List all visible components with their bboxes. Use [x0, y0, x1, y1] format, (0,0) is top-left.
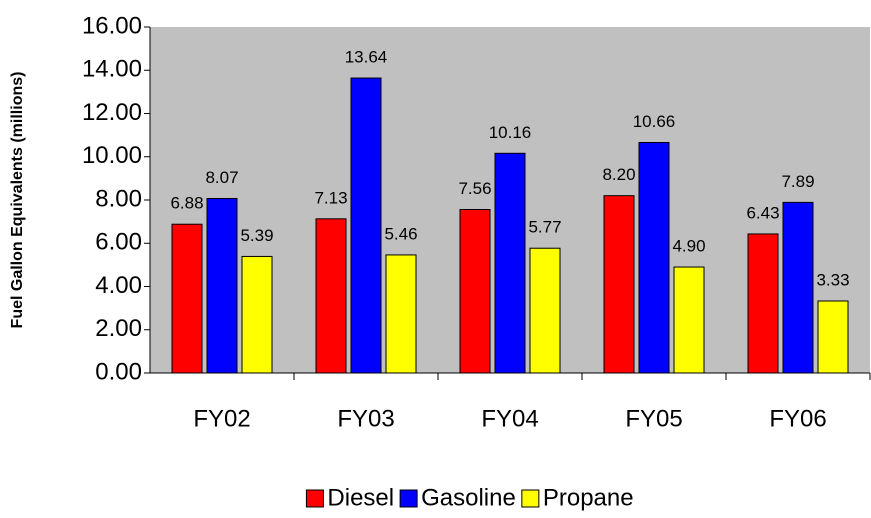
- bar: [673, 266, 705, 374]
- y-tick-label: 8.00: [95, 185, 142, 212]
- value-label: 10.66: [633, 112, 676, 131]
- y-tick-label: 0.00: [95, 358, 142, 385]
- bar: [350, 77, 382, 374]
- y-tick-label: 12.00: [82, 99, 142, 126]
- bar: [171, 223, 203, 374]
- value-label: 10.16: [489, 123, 532, 142]
- bar: [385, 254, 417, 374]
- value-label: 7.89: [781, 172, 814, 191]
- legend-swatch: [305, 489, 324, 508]
- legend-swatch: [521, 489, 540, 508]
- value-label: 3.33: [816, 270, 849, 289]
- value-label: 5.39: [240, 226, 273, 245]
- y-tick-label: 16.00: [82, 12, 142, 39]
- bar: [817, 300, 849, 374]
- legend-label: Propane: [543, 484, 634, 511]
- value-label: 7.13: [314, 188, 347, 207]
- y-axis-title: Fuel Gallon Equivalents (millions): [9, 72, 26, 329]
- y-tick-label: 14.00: [82, 56, 142, 83]
- y-tick-label: 4.00: [95, 272, 142, 299]
- bar: [603, 195, 635, 374]
- bar: [747, 233, 779, 374]
- value-label: 5.46: [384, 224, 417, 243]
- value-label: 6.88: [170, 194, 203, 213]
- bar: [638, 141, 670, 374]
- legend-label: Diesel: [327, 484, 394, 511]
- x-tick-label: FY04: [481, 405, 538, 432]
- value-label: 8.20: [602, 165, 635, 184]
- value-label: 7.56: [458, 179, 491, 198]
- value-label: 6.43: [746, 203, 779, 222]
- x-tick-label: FY06: [769, 405, 826, 432]
- bar: [494, 152, 526, 374]
- x-tick-label: FY05: [625, 405, 682, 432]
- value-label: 4.90: [672, 237, 705, 256]
- bar: [529, 247, 561, 374]
- bar: [459, 209, 491, 374]
- legend-swatch: [399, 489, 418, 508]
- y-tick-label: 2.00: [95, 315, 142, 342]
- bar: [206, 197, 238, 374]
- y-tick-label: 10.00: [82, 142, 142, 169]
- y-tick-label: 6.00: [95, 229, 142, 256]
- bar: [315, 218, 347, 374]
- value-label: 5.77: [528, 218, 561, 237]
- bar: [782, 201, 814, 374]
- x-tick-label: FY02: [193, 405, 250, 432]
- value-label: 8.07: [205, 168, 238, 187]
- bar: [241, 255, 273, 374]
- legend-label: Gasoline: [421, 484, 516, 511]
- value-label: 13.64: [345, 48, 388, 67]
- x-tick-label: FY03: [337, 405, 394, 432]
